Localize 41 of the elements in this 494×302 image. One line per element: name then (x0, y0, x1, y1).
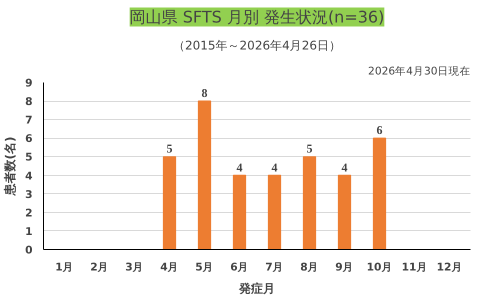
y-tick-label: 5 (25, 150, 33, 164)
y-tick-label: 0 (25, 244, 33, 256)
y-tick-label: 1 (25, 224, 33, 238)
x-tick-label: 5月 (195, 260, 214, 274)
data-label: 6 (376, 123, 382, 138)
data-label: 4 (236, 160, 242, 174)
bar (372, 138, 386, 250)
y-axis-title: 患者数(名) (3, 136, 18, 196)
bar (162, 156, 176, 250)
y-tick-label: 9 (25, 76, 33, 90)
y-tick-label: 7 (25, 114, 33, 127)
x-tick-label: 1月 (55, 260, 74, 274)
bar (198, 100, 212, 250)
text: 2026年4月30日現在 (368, 64, 471, 78)
x-tick-label: 12月 (436, 260, 462, 274)
x-tick-label: 3月 (125, 260, 144, 274)
y-tick-label: 4 (25, 169, 33, 182)
x-tick-label: 2月 (90, 260, 109, 274)
chart-subtitle: （2015年～2026年4月26日） (173, 38, 341, 52)
bar (268, 174, 282, 250)
data-label: 5 (306, 142, 312, 156)
y-tick-label: 8 (25, 95, 33, 108)
bar (302, 156, 316, 250)
data-label: 8 (202, 86, 208, 100)
x-tick-label: 10月 (366, 260, 392, 274)
bar (338, 174, 352, 250)
x-tick-label: 4月 (160, 260, 179, 274)
x-axis-title: 発症月 (238, 282, 275, 296)
y-tick-label: 3 (25, 188, 33, 201)
y-tick-label: 2 (25, 206, 33, 220)
x-tick-label: 11月 (402, 260, 428, 274)
chart-title: 岡山県 SFTS 月別 発生状況(n=36) (130, 8, 384, 26)
y-tick-label: 6 (25, 132, 33, 146)
data-label: 5 (166, 142, 172, 156)
x-tick-label: 8月 (300, 260, 319, 274)
data-label: 4 (342, 160, 348, 174)
x-tick-label: 7月 (265, 260, 284, 274)
x-tick-label: 6月 (230, 260, 249, 274)
bar (232, 174, 246, 250)
x-tick-label: 9月 (335, 260, 354, 274)
data-label: 4 (272, 160, 278, 174)
